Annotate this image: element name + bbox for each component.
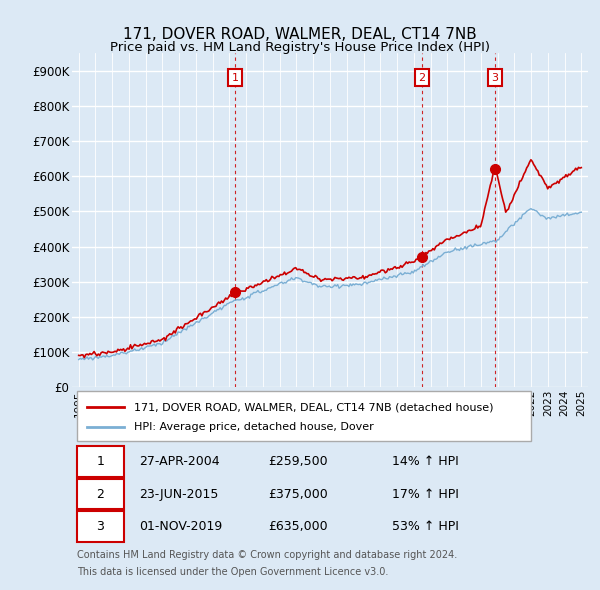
Text: Price paid vs. HM Land Registry's House Price Index (HPI): Price paid vs. HM Land Registry's House …	[110, 41, 490, 54]
Text: £375,000: £375,000	[268, 488, 328, 501]
Text: £635,000: £635,000	[268, 520, 328, 533]
Text: 14% ↑ HPI: 14% ↑ HPI	[392, 455, 458, 468]
FancyBboxPatch shape	[77, 447, 124, 477]
Text: £259,500: £259,500	[268, 455, 328, 468]
Text: 17% ↑ HPI: 17% ↑ HPI	[392, 488, 459, 501]
FancyBboxPatch shape	[77, 391, 531, 441]
Text: 171, DOVER ROAD, WALMER, DEAL, CT14 7NB (detached house): 171, DOVER ROAD, WALMER, DEAL, CT14 7NB …	[134, 402, 493, 412]
FancyBboxPatch shape	[77, 512, 124, 542]
FancyBboxPatch shape	[77, 479, 124, 509]
Text: Contains HM Land Registry data © Crown copyright and database right 2024.: Contains HM Land Registry data © Crown c…	[77, 550, 457, 560]
Text: HPI: Average price, detached house, Dover: HPI: Average price, detached house, Dove…	[134, 422, 374, 432]
Text: This data is licensed under the Open Government Licence v3.0.: This data is licensed under the Open Gov…	[77, 568, 389, 578]
Text: 171, DOVER ROAD, WALMER, DEAL, CT14 7NB: 171, DOVER ROAD, WALMER, DEAL, CT14 7NB	[123, 27, 477, 41]
Text: 23-JUN-2015: 23-JUN-2015	[139, 488, 218, 501]
Text: 2: 2	[97, 488, 104, 501]
Text: 1: 1	[97, 455, 104, 468]
Text: 2: 2	[418, 73, 425, 83]
Text: 27-APR-2004: 27-APR-2004	[139, 455, 220, 468]
Text: 53% ↑ HPI: 53% ↑ HPI	[392, 520, 459, 533]
Text: 3: 3	[491, 73, 499, 83]
Text: 3: 3	[97, 520, 104, 533]
Text: 1: 1	[232, 73, 238, 83]
Text: 01-NOV-2019: 01-NOV-2019	[139, 520, 223, 533]
